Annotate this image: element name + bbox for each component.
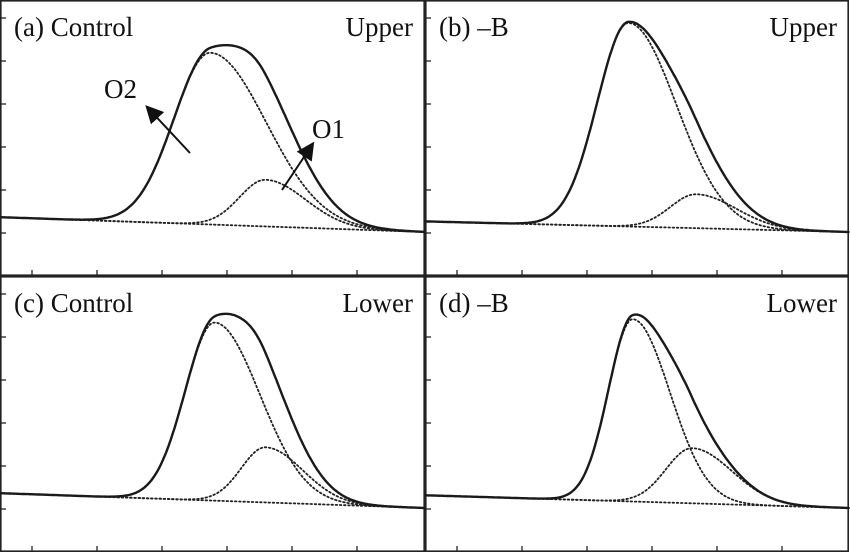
o1-arrow (281, 141, 315, 191)
o2-component-curve (424, 318, 850, 509)
panel-d: (d) –B Lower (424, 275, 850, 552)
envelope-curve (425, 20, 850, 234)
o2-component-curve (424, 22, 850, 233)
panel-frame (0, 0, 425, 276)
position-label: Lower (767, 288, 837, 318)
position-label: Lower (343, 288, 413, 318)
panel-frame (424, 0, 849, 276)
position-label: Upper (346, 12, 413, 42)
o2-component-curve (0, 51, 426, 233)
annotation-o2: O2 (104, 74, 137, 104)
panel-c: (c) Control Lower (0, 275, 426, 552)
envelope-curve (0, 44, 426, 234)
panel-frame (424, 275, 849, 552)
o1-component-curve (0, 446, 426, 509)
o2-arrow (145, 105, 191, 154)
envelope-curve (425, 313, 850, 510)
panel-label: (d) –B (439, 288, 509, 318)
o1-component-curve (424, 447, 850, 509)
panel-label: (c) Control (14, 288, 133, 318)
panel-a: (a) Control Upper O2 O1 (0, 0, 426, 276)
panel-b: (b) –B Upper (424, 0, 850, 276)
envelope-curve (0, 312, 426, 510)
o1-component-curve (0, 178, 426, 233)
o2-component-curve (0, 321, 426, 509)
position-label: Upper (770, 12, 837, 42)
panel-label: (b) –B (439, 12, 509, 42)
panel-frame (0, 275, 425, 552)
annotation-o1: O1 (312, 114, 345, 144)
panel-label: (a) Control (14, 12, 133, 42)
